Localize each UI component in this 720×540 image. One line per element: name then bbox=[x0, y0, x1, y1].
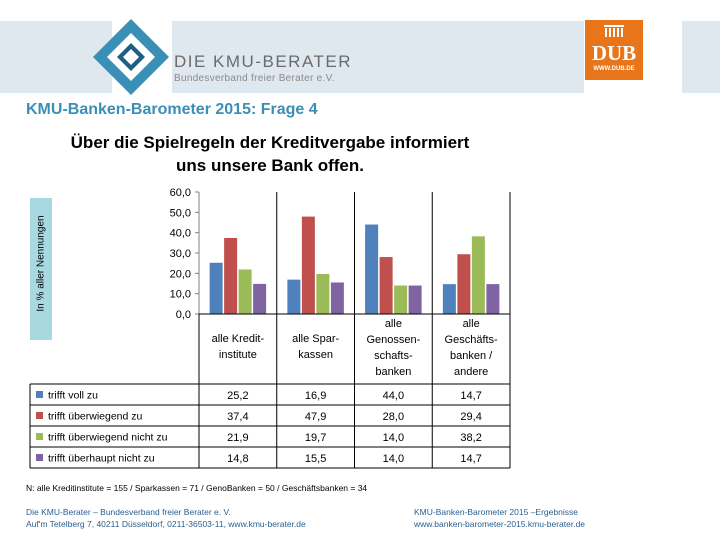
data-value: 19,7 bbox=[305, 432, 326, 444]
category-label: banken / bbox=[450, 350, 493, 362]
bar bbox=[442, 284, 456, 314]
data-value: 16,9 bbox=[305, 390, 326, 402]
dub-logo-url: WWW.DUB.DE bbox=[593, 66, 635, 72]
y-tick-label: 10,0 bbox=[170, 289, 191, 301]
legend-swatch bbox=[36, 412, 43, 419]
bar bbox=[394, 285, 408, 314]
data-value: 15,5 bbox=[305, 453, 326, 465]
sample-size-note: N: alle Kreditinstitute = 155 / Sparkass… bbox=[26, 483, 368, 493]
category-label: alle Kredit- bbox=[212, 333, 265, 345]
brand-subtitle: Bundesverband freier Berater e.V. bbox=[174, 73, 335, 84]
bar bbox=[238, 269, 252, 314]
category-label: schafts- bbox=[374, 350, 413, 362]
y-tick-label: 60,0 bbox=[170, 187, 191, 199]
dub-logo-text: DUB bbox=[591, 41, 637, 65]
category-label: andere bbox=[454, 366, 488, 378]
y-tick-label: 30,0 bbox=[170, 248, 191, 260]
bar bbox=[408, 285, 422, 314]
bar bbox=[365, 224, 379, 314]
data-value: 14,7 bbox=[460, 453, 481, 465]
footer-right-line-1: KMU-Banken-Barometer 2015 –Ergebnisse bbox=[414, 507, 578, 517]
category-label: kassen bbox=[298, 349, 333, 361]
legend-swatch bbox=[36, 433, 43, 440]
brandenburg-gate-icon bbox=[604, 25, 624, 37]
chart-title-line-1: Über die Spielregeln der Kreditvergabe i… bbox=[70, 133, 470, 152]
bar bbox=[253, 283, 267, 314]
y-tick-label: 0,0 bbox=[176, 309, 191, 321]
data-value: 14,0 bbox=[383, 432, 404, 444]
data-value: 47,9 bbox=[305, 411, 326, 423]
category-label: institute bbox=[219, 349, 257, 361]
dub-logo: DUB WWW.DUB.DE bbox=[585, 20, 643, 80]
legend-swatch bbox=[36, 391, 43, 398]
data-value: 29,4 bbox=[460, 411, 481, 423]
data-value: 38,2 bbox=[460, 432, 481, 444]
y-tick-label: 40,0 bbox=[170, 228, 191, 240]
bar bbox=[301, 216, 315, 314]
data-value: 14,7 bbox=[460, 390, 481, 402]
footer-left: Die KMU-Berater – Bundesverband freier B… bbox=[26, 506, 306, 530]
bar bbox=[379, 257, 393, 314]
y-axis-label-box: In % aller Nennungen bbox=[30, 198, 52, 340]
data-value: 44,0 bbox=[383, 390, 404, 402]
y-tick-label: 50,0 bbox=[170, 207, 191, 219]
legend-label: trifft überhaupt nicht zu bbox=[48, 453, 155, 465]
bar bbox=[330, 282, 344, 314]
header-band-middle bbox=[172, 21, 584, 93]
legend-swatch bbox=[36, 454, 43, 461]
category-label: alle Spar- bbox=[292, 333, 339, 345]
y-tick-label: 20,0 bbox=[170, 268, 191, 280]
bar bbox=[316, 273, 330, 314]
category-label: alle bbox=[463, 318, 480, 330]
category-label: banken bbox=[375, 366, 411, 378]
brand: DIE KMU-BERATER Bundesverband freier Ber… bbox=[174, 52, 352, 84]
chart-title-line-2: uns unsere Bank offen. bbox=[176, 156, 364, 175]
footer-right: KMU-Banken-Barometer 2015 –Ergebnisse ww… bbox=[414, 506, 585, 530]
footer-right-line-2: www.banken-barometer-2015.kmu-berater.de bbox=[414, 519, 586, 529]
bar bbox=[457, 254, 471, 314]
data-value: 25,2 bbox=[227, 390, 248, 402]
category-label: alle bbox=[385, 318, 402, 330]
footer-left-line-2: Auf'm Tetelberg 7, 40211 Düsseldorf, 021… bbox=[26, 519, 306, 529]
data-value: 28,0 bbox=[383, 411, 404, 423]
header-band-right bbox=[682, 21, 720, 93]
data-value: 37,4 bbox=[227, 411, 248, 423]
bar bbox=[287, 279, 301, 314]
category-label: Geschäfts- bbox=[445, 334, 499, 346]
bar bbox=[224, 237, 238, 314]
slide-title: KMU-Banken-Barometer 2015: Frage 4 bbox=[26, 101, 318, 118]
data-value: 14,8 bbox=[227, 453, 248, 465]
bar bbox=[486, 284, 500, 314]
data-value: 14,0 bbox=[383, 453, 404, 465]
footer-left-line-1: Die KMU-Berater – Bundesverband freier B… bbox=[26, 507, 231, 517]
legend-label: trifft überwiegend nicht zu bbox=[48, 432, 168, 444]
kmu-logo-icon bbox=[93, 19, 169, 95]
chart-title: Über die Spielregeln der Kreditvergabe i… bbox=[40, 131, 500, 177]
legend-label: trifft voll zu bbox=[48, 390, 98, 402]
legend-label: trifft überwiegend zu bbox=[48, 411, 143, 423]
bar bbox=[209, 262, 223, 314]
category-label: Genossen- bbox=[366, 334, 420, 346]
bar bbox=[471, 236, 485, 314]
data-value: 21,9 bbox=[227, 432, 248, 444]
brand-name: DIE KMU-BERATER bbox=[174, 52, 353, 71]
